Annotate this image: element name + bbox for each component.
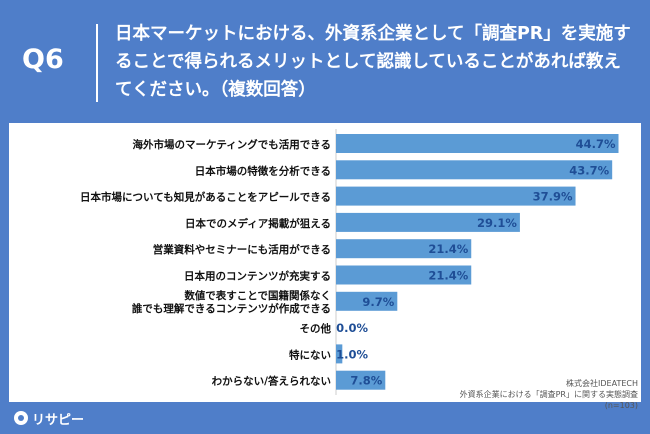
value-label: 21.4% <box>428 269 468 283</box>
category-label: 海外市場のマーケティングでも活用できる <box>133 138 331 151</box>
value-label: 7.8% <box>350 374 382 388</box>
value-label: 21.4% <box>428 242 468 256</box>
category-label: 日本でのメディア掲載が狙える <box>185 217 331 230</box>
brand-logo: リサピー <box>14 408 84 428</box>
question-title: 日本マーケットにおける、外資系企業として「調査PR」を実施することで得られるメリ… <box>115 24 631 100</box>
bar <box>336 212 520 232</box>
value-label: 44.7% <box>576 137 616 151</box>
value-label: 1.0% <box>336 347 368 361</box>
value-label: 43.7% <box>569 163 609 177</box>
category-label: 営業資料やセミナーにも活用ができる <box>153 243 331 256</box>
header: Q6 日本マーケットにおける、外資系企業として「調査PR」を実施することで得られ… <box>0 0 650 122</box>
chart-panel: 44.7% 海外市場のマーケティングでも活用できる 43.7% 日本市場の特徴を分析で… <box>9 123 641 402</box>
source-sample-size: (n=103) <box>604 401 638 410</box>
header-divider <box>96 24 98 102</box>
category-label: 数値で表すことで国籍関係なく誰でも理解できるコンテンツが作成できる <box>132 289 331 315</box>
bar <box>336 370 386 390</box>
bar <box>336 239 472 259</box>
bar <box>336 291 398 311</box>
brand-logo-icon <box>14 411 28 425</box>
source-note: 株式会社IDEATECH 外資系企業における「調査PR」に関する実態調査 (n=… <box>460 378 638 411</box>
value-label: 37.9% <box>533 190 573 204</box>
category-label: 特にない <box>289 348 331 361</box>
category-label: わからない/答えられない <box>212 375 331 388</box>
bar-chart: 44.7% 海外市場のマーケティングでも活用できる 43.7% 日本市場の特徴を分析で… <box>80 129 619 395</box>
bar <box>336 134 619 153</box>
category-label: その他 <box>300 322 332 335</box>
bar <box>336 344 343 364</box>
bar <box>336 186 576 206</box>
category-label: 日本市場の特徴を分析できる <box>195 164 331 177</box>
bar <box>336 160 613 180</box>
bar <box>336 265 472 285</box>
value-label: 0.0% <box>336 321 368 335</box>
category-label: 日本用のコンテンツが充実する <box>184 270 331 283</box>
source-company: 株式会社IDEATECH <box>566 379 638 388</box>
category-label: 日本市場についても知見があることをアピールできる <box>80 191 331 204</box>
value-label: 9.7% <box>362 295 394 309</box>
source-survey: 外資系企業における「調査PR」に関する実態調査 <box>459 390 638 399</box>
brand-name: リサピー <box>32 412 85 428</box>
question-label: Q6 <box>22 44 64 75</box>
value-label: 29.1% <box>477 216 517 230</box>
